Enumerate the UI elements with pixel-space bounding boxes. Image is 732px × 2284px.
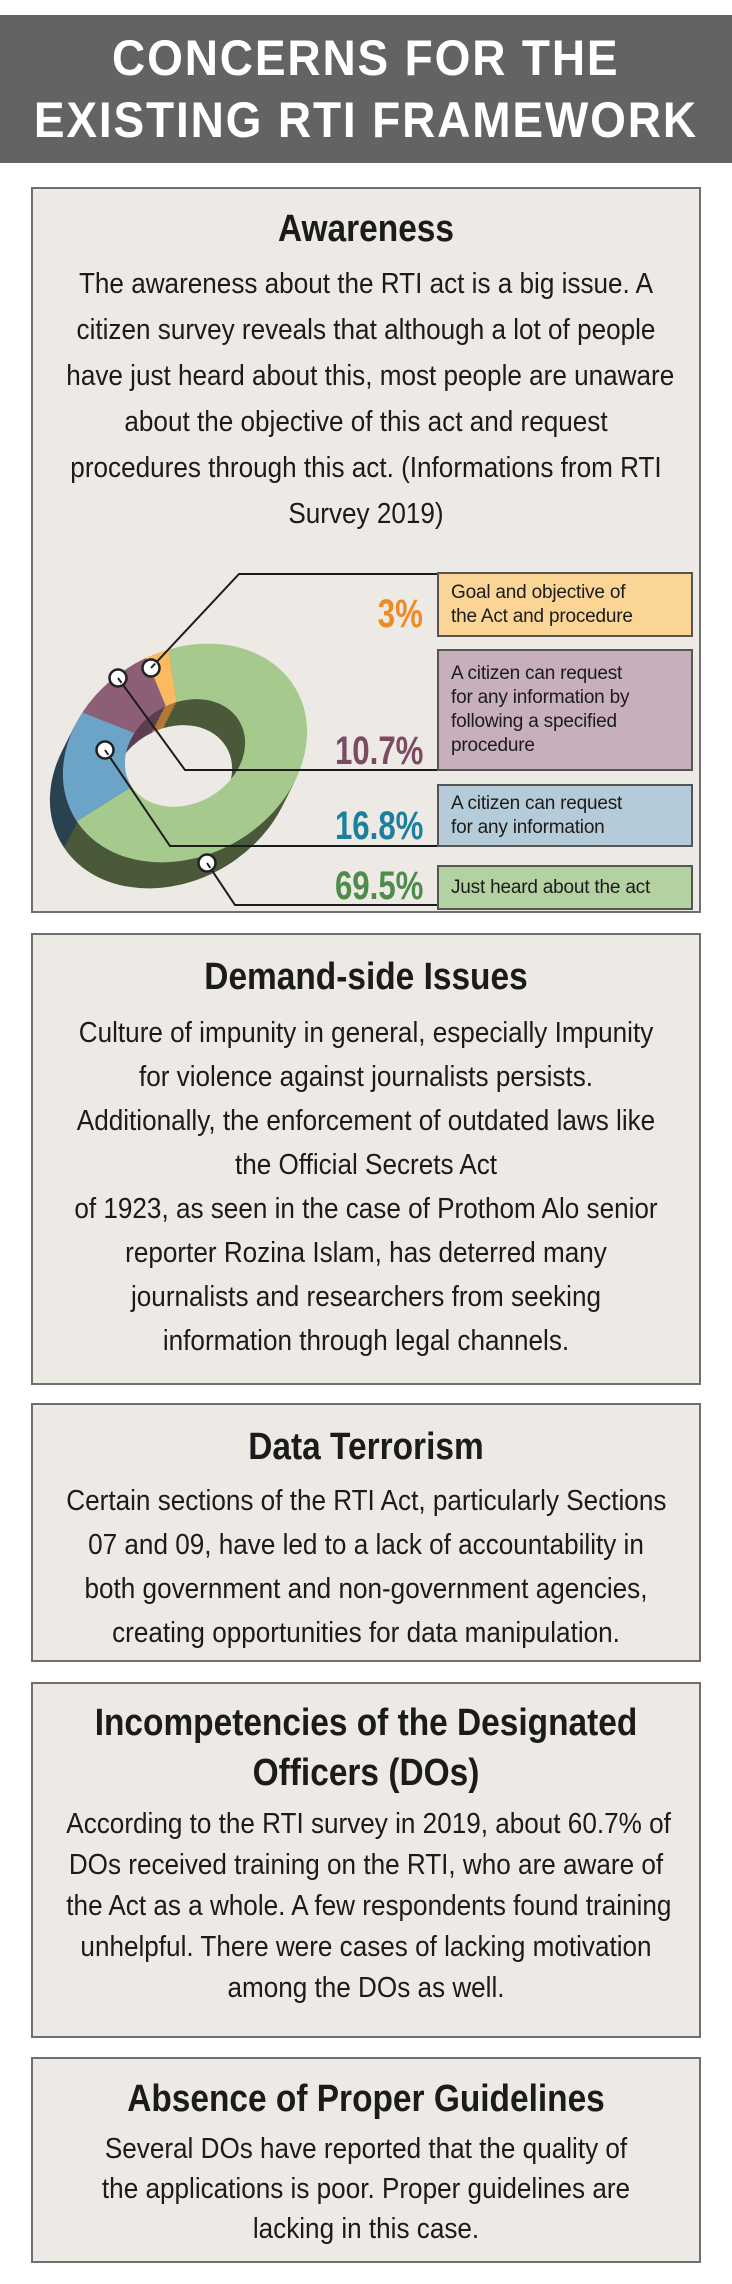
legend-label: Goal and objective of the Act and proced… bbox=[451, 581, 633, 627]
guidelines-title: Absence of Proper Guidelines bbox=[127, 2078, 605, 2120]
text-line: creating opportunities for data manipula… bbox=[112, 1617, 620, 1649]
data-terrorism-paragraph: Certain sections of the RTI Act, particu… bbox=[33, 1479, 699, 1655]
text-line: lacking in this case. bbox=[252, 2213, 480, 2245]
text-line: about the objective of this act and requ… bbox=[124, 406, 608, 438]
legend-box: A citizen can request for any informatio… bbox=[437, 784, 693, 847]
text-line: Several DOs have reported that the quali… bbox=[104, 2133, 628, 2165]
text-line: the Act as a whole. A few respondents fo… bbox=[66, 1890, 672, 1922]
text-line: journalists and researchers from seeking bbox=[130, 1281, 602, 1313]
section-incompetencies: Incompetencies of the Designated Officer… bbox=[31, 1682, 701, 2038]
text-line: information through legal channels. bbox=[162, 1325, 570, 1357]
guidelines-paragraph: Several DOs have reported that the quali… bbox=[33, 2129, 699, 2249]
text-line: of 1923, as seen in the case of Prothom … bbox=[74, 1193, 658, 1225]
section-awareness: Awareness The awareness about the RTI ac… bbox=[31, 187, 701, 913]
demand-title: Demand-side Issues bbox=[204, 956, 528, 998]
awareness-donut-chart bbox=[49, 573, 437, 906]
awareness-title: Awareness bbox=[278, 208, 454, 250]
text-line: 07 and 09, have led to a lack of account… bbox=[88, 1529, 644, 1561]
legend-box: Goal and objective of the Act and proced… bbox=[437, 572, 693, 637]
text-line: Survey 2019) bbox=[288, 498, 444, 530]
legend-percent: 10.7% bbox=[334, 729, 423, 773]
header-band: CONCERNS FOR THE EXISTING RTI FRAMEWORK bbox=[0, 15, 732, 163]
text-line: for violence against journalists persist… bbox=[138, 1061, 594, 1093]
text-line: both government and non-government agenc… bbox=[84, 1573, 648, 1605]
text-line: procedures through this act. (Informatio… bbox=[70, 452, 662, 484]
text-line: among the DOs as well. bbox=[227, 1972, 505, 2004]
page-title-line-1: CONCERNS FOR THE bbox=[112, 30, 620, 86]
incompetencies-paragraph: According to the RTI survey in 2019, abo… bbox=[33, 1804, 699, 2009]
awareness-paragraph: The awareness about the RTI act is a big… bbox=[33, 261, 699, 537]
text-line: the Official Secrets Act bbox=[234, 1149, 498, 1181]
legend-label: A citizen can request for any informatio… bbox=[451, 663, 630, 756]
legend-box: A citizen can request for any informatio… bbox=[437, 649, 693, 771]
text-line: According to the RTI survey in 2019, abo… bbox=[66, 1808, 671, 1840]
text-line: reporter Rozina Islam, has deterred many bbox=[125, 1237, 607, 1269]
legend-percent: 69.5% bbox=[334, 864, 423, 908]
text-line: have just heard about this, most people … bbox=[66, 360, 675, 392]
text-line: citizen survey reveals that although a l… bbox=[76, 314, 656, 346]
legend-box: Just heard about the act bbox=[437, 865, 693, 910]
text-line: unhelpful. There were cases of lacking m… bbox=[80, 1931, 652, 1963]
text-line: Certain sections of the RTI Act, particu… bbox=[66, 1485, 667, 1517]
legend-label: A citizen can request for any informatio… bbox=[451, 792, 623, 838]
legend-percent: 16.8% bbox=[334, 804, 423, 848]
section-data-terrorism: Data Terrorism Certain sections of the R… bbox=[31, 1403, 701, 1662]
incompetencies-title: Incompetencies of the Designated Officer… bbox=[94, 1702, 638, 1794]
section-absence-of-guidelines: Absence of Proper Guidelines Several DOs… bbox=[31, 2057, 701, 2263]
legend-percent: 3% bbox=[377, 592, 423, 636]
text-line: the applications is poor. Proper guideli… bbox=[101, 2173, 631, 2205]
page-title-line-2: EXISTING RTI FRAMEWORK bbox=[33, 92, 699, 148]
text-line: DOs received training on the RTI, who ar… bbox=[68, 1849, 664, 1881]
text-line: The awareness about the RTI act is a big… bbox=[78, 268, 654, 300]
data-terrorism-title: Data Terrorism bbox=[248, 1426, 484, 1468]
legend-label: Just heard about the act bbox=[451, 876, 651, 898]
demand-paragraph: Culture of impunity in general, especial… bbox=[33, 1011, 699, 1363]
section-demand-side-issues: Demand-side Issues Culture of impunity i… bbox=[31, 933, 701, 1385]
text-line: Additionally, the enforcement of outdate… bbox=[76, 1105, 656, 1137]
text-line: Culture of impunity in general, especial… bbox=[78, 1017, 654, 1049]
